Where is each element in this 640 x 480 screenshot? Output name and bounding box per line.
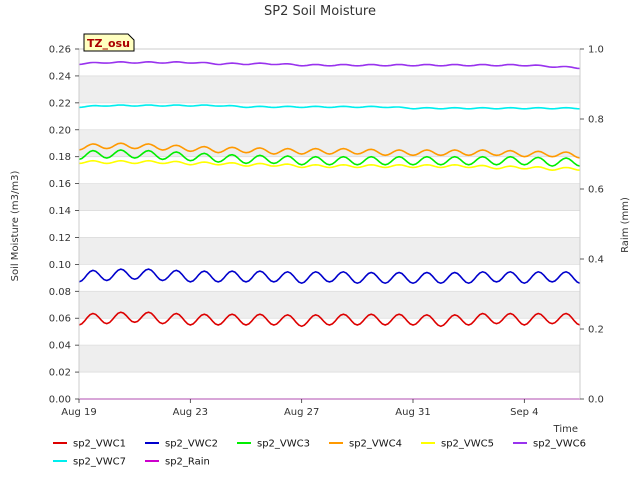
y-tick-label: 0.24 [49,71,71,82]
x-tick-label: Sep 4 [510,407,538,418]
x-tick-label: Aug 27 [284,407,319,418]
legend-label-sp2-vwc2: sp2_VWC2 [165,439,218,450]
badge-box [83,33,135,52]
y2-tick-label: 1.0 [588,45,604,56]
chart-title: SP2 Soil Moisture [264,4,376,19]
x-axis-label: Time [553,424,578,435]
legend-label-sp2-vwc1: sp2_VWC1 [73,439,126,450]
grid-band [79,237,580,265]
y-tick-label: 0.20 [49,125,71,136]
background-bands [79,75,580,373]
y-tick-label: 0.08 [49,287,71,298]
y2-axis-label: Raim (mm) [620,197,631,253]
grid-band [79,183,580,211]
station-badge: TZ_osu [83,33,135,52]
y-tick-label: 0.22 [49,98,71,109]
legend-label-sp2-vwc7: sp2_VWC7 [73,457,126,468]
legend-label-sp2-vwc3: sp2_VWC3 [257,439,310,450]
y-tick-label: 0.16 [49,179,71,190]
y2-tick-label: 0.8 [588,115,604,126]
y2-axis-ticks: 0.0 0.2 0.4 0.6 0.8 1.0 [580,45,604,406]
y2-tick-label: 0.6 [588,185,604,196]
y2-tick-label: 0.4 [588,255,604,266]
grid-band [79,345,580,373]
grid-band [79,75,580,103]
y2-tick-label: 0.2 [588,325,604,336]
y-tick-label: 0.10 [49,260,71,271]
series-line-sp2-vwc2 [78,268,581,285]
plot-frame [78,48,581,400]
series-line-sp2-vwc3 [78,149,581,167]
y-tick-label: 0.26 [49,45,71,56]
y-tick-label: 0.00 [49,395,71,406]
y-axis-label: Soil Moisture (m3/m3) [10,171,21,282]
y-axis-ticks: 0.00 0.02 0.04 0.06 0.08 0.10 0.12 0.14 0.16 0.18… [49,45,79,406]
y-tick-label: 0.18 [49,152,71,163]
y2-tick-label: 0.0 [588,395,604,406]
y-tick-label: 0.06 [49,314,71,325]
legend-label-sp2-vwc4: sp2_VWC4 [349,439,402,450]
series-line-sp2-vwc7 [78,104,581,110]
series-line-sp2-vwc6 [78,60,581,70]
y-tick-label: 0.04 [49,341,71,352]
series-line-sp2-vwc5 [78,159,581,172]
grid-band [79,291,580,319]
legend: sp2_VWC1 sp2_VWC2 sp2_VWC3 sp2_VWC4 sp2_VWC5… [53,439,586,468]
series-line-sp2-vwc1 [78,311,581,328]
x-tick-label: Aug 23 [173,407,208,418]
grid-band [79,129,580,157]
x-axis-ticks: Aug 19 Aug 23 Aug 27 Aug 31 Sep 4 [61,399,539,418]
y-tick-label: 0.12 [49,233,71,244]
x-tick-label: Aug 31 [395,407,430,418]
badge-label: TZ_osu [87,37,130,50]
series-line-sp2-vwc4 [78,142,581,159]
legend-label-sp2-vwc6: sp2_VWC6 [533,439,586,450]
y-tick-label: 0.14 [49,206,71,217]
y-tick-label: 0.02 [49,368,71,379]
legend-label-sp2-rain: sp2_Rain [165,457,210,468]
legend-label-sp2-vwc5: sp2_VWC5 [441,439,494,450]
x-tick-label: Aug 19 [61,407,96,418]
